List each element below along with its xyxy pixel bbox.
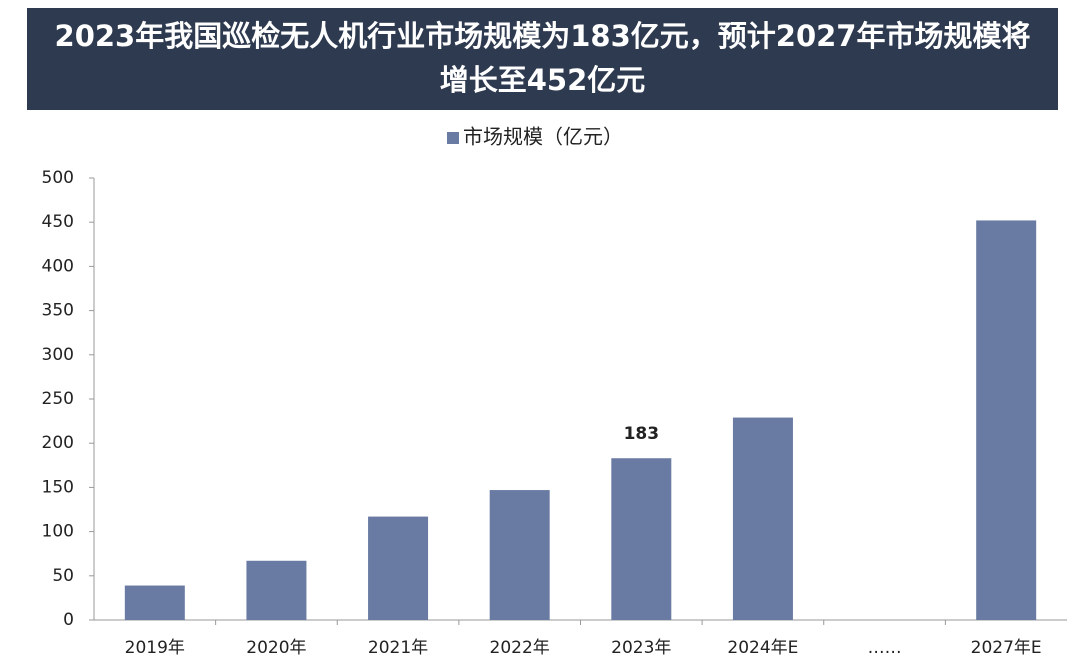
data-label: 183 (624, 424, 660, 444)
y-tick-label: 500 (42, 168, 74, 188)
chart-title: 2023年我国巡检无人机行业市场规模为183亿元，预计2027年市场规模将增长至… (27, 8, 1058, 110)
x-tick-label: 2027年E (971, 638, 1042, 658)
y-tick-label: 150 (42, 477, 74, 497)
y-tick-label: 0 (63, 610, 74, 630)
x-tick-label: 2019年 (125, 638, 185, 658)
y-tick-label: 400 (42, 256, 74, 276)
bar (368, 516, 429, 620)
x-tick-label: 2022年 (490, 638, 550, 658)
bar (124, 585, 185, 620)
legend-label: 市场规模（亿元） (463, 125, 623, 149)
x-tick-label: 2024年E (727, 638, 798, 658)
y-tick-label: 200 (42, 433, 74, 453)
y-tick-label: 50 (52, 566, 74, 586)
y-tick-label: 350 (42, 301, 74, 321)
y-tick-label: 450 (42, 212, 74, 232)
bar (611, 458, 672, 620)
bar (732, 417, 793, 620)
bar (246, 560, 307, 620)
x-tick-label: 2020年 (246, 638, 306, 658)
x-tick-label: …… (868, 638, 902, 658)
x-tick-label: 2021年 (368, 638, 428, 658)
x-tick-label: 2023年 (611, 638, 671, 658)
bar (489, 490, 550, 620)
y-tick-label: 100 (42, 522, 74, 542)
y-tick-label: 250 (42, 389, 74, 409)
bar (976, 220, 1037, 620)
y-tick-label: 300 (42, 345, 74, 365)
legend-swatch (447, 132, 459, 144)
